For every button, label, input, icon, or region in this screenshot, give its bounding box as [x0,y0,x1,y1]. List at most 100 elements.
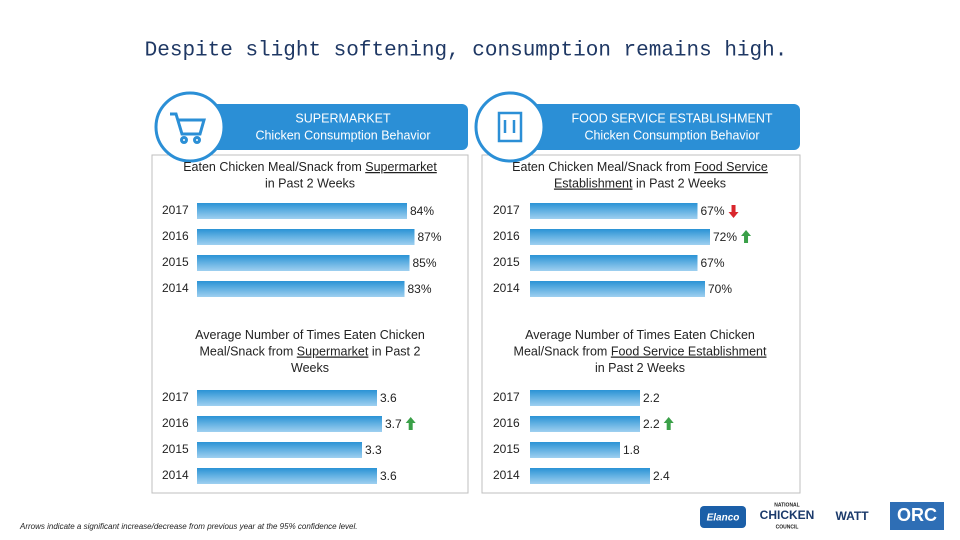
panel-header [505,104,800,150]
chart-title: Eaten Chicken Meal/Snack from Food Servi… [512,160,768,174]
bar [197,255,410,271]
value-label: 70% [708,282,732,296]
category-label: 2016 [493,229,520,243]
value-label: 3.6 [380,469,397,483]
value-label: 84% [410,204,434,218]
chart-title-part: Eaten Chicken Meal/Snack from [512,160,694,174]
value-label: 3.6 [380,391,397,405]
value-label: 2.4 [653,469,670,483]
panel-frame [151,154,469,494]
bar [197,229,415,245]
chart-title-part: in Past 2 [368,345,420,359]
chart-title-part: in Past 2 Weeks [632,177,726,191]
chart-title: Meal/Snack from Food Service Establishme… [514,345,767,359]
logo-text: CHICKEN [760,508,815,522]
panel-header [175,104,468,150]
logo-text: WATT [835,509,869,523]
significance-arrow [728,205,739,218]
category-label: 2015 [162,442,189,456]
chart-title-part: Eaten Chicken Meal/Snack from [183,160,365,174]
category-label: 2014 [162,468,189,482]
chart-title: in Past 2 Weeks [595,361,685,375]
bar [197,468,377,484]
value-label: 2.2 [643,391,660,405]
value-label: 3.7 [385,417,402,431]
category-label: 2015 [493,442,520,456]
chart-title-part: in Past 2 Weeks [265,177,355,191]
bar [530,229,710,245]
value-label: 67% [701,256,725,270]
category-label: 2014 [493,281,520,295]
bar [530,442,620,458]
category-label: 2016 [162,229,189,243]
chart-title-part: Establishment [554,177,633,191]
logo-text: NATIONAL [774,502,799,508]
value-label: 87% [418,230,442,244]
bar [197,416,382,432]
chart-title: Average Number of Times Eaten Chicken [195,328,425,342]
logo-text: ORC [897,505,937,525]
chart-title: Establishment in Past 2 Weeks [554,177,726,191]
value-label: 85% [413,256,437,270]
panel-icon [154,91,226,163]
value-label: 3.3 [365,443,382,457]
panel-icon [474,91,546,163]
door-icon [497,111,523,143]
category-label: 2017 [162,203,189,217]
value-label: 67% [701,204,725,218]
value-label: 1.8 [623,443,640,457]
chart-title-part: Food Service [694,160,768,174]
chart-title-part: Weeks [291,361,329,375]
value-label: 83% [408,282,432,296]
value-label: 2.2 [643,417,660,431]
value-label: 72% [713,230,737,244]
category-label: 2014 [162,281,189,295]
bar [530,390,640,406]
logo-box [700,506,746,528]
category-label: 2016 [493,416,520,430]
chart-title: Meal/Snack from Supermarket in Past 2 [200,345,421,359]
chart-title-part: Supermarket [297,345,369,359]
bar [197,442,362,458]
significance-arrow [741,230,752,243]
category-label: 2017 [162,390,189,404]
logo-text: Elanco [707,513,740,524]
bar [197,281,405,297]
chart-title-part: Supermarket [365,160,437,174]
bar [530,203,698,219]
chart-title: Weeks [291,361,329,375]
panel-header-text: SUPERMARKET [295,111,391,125]
panel-header-text: FOOD SERVICE ESTABLISHMENT [572,111,773,125]
chart-title: Average Number of Times Eaten Chicken [525,328,755,342]
category-label: 2015 [162,255,189,269]
category-label: 2017 [493,203,520,217]
logo-text: COUNCIL [776,524,799,530]
cart-icon [170,112,206,144]
bar [530,416,640,432]
bar [530,281,705,297]
chart-title-part: Food Service Establishment [611,345,767,359]
slide-title: Despite slight softening, consumption re… [145,40,788,63]
category-label: 2015 [493,255,520,269]
category-label: 2016 [162,416,189,430]
panel-subheader: Chicken Consumption Behavior [584,128,759,142]
chart-title: in Past 2 Weeks [265,177,355,191]
significance-arrow [663,417,674,430]
category-label: 2017 [493,390,520,404]
chart-title-part: Average Number of Times Eaten Chicken [525,328,755,342]
panel-frame [481,154,801,494]
chart-title-part: Meal/Snack from [514,345,611,359]
bar [197,203,407,219]
chart-title-part: Meal/Snack from [200,345,297,359]
footnote: Arrows indicate a significant increase/d… [19,522,358,531]
category-label: 2014 [493,468,520,482]
chart-title: Eaten Chicken Meal/Snack from Supermarke… [183,160,437,174]
bar [530,255,698,271]
bar [530,468,650,484]
chart-title-part: in Past 2 Weeks [595,361,685,375]
chart-title-part: Average Number of Times Eaten Chicken [195,328,425,342]
bar [197,390,377,406]
panel-subheader: Chicken Consumption Behavior [255,128,430,142]
logo-box [890,502,944,530]
